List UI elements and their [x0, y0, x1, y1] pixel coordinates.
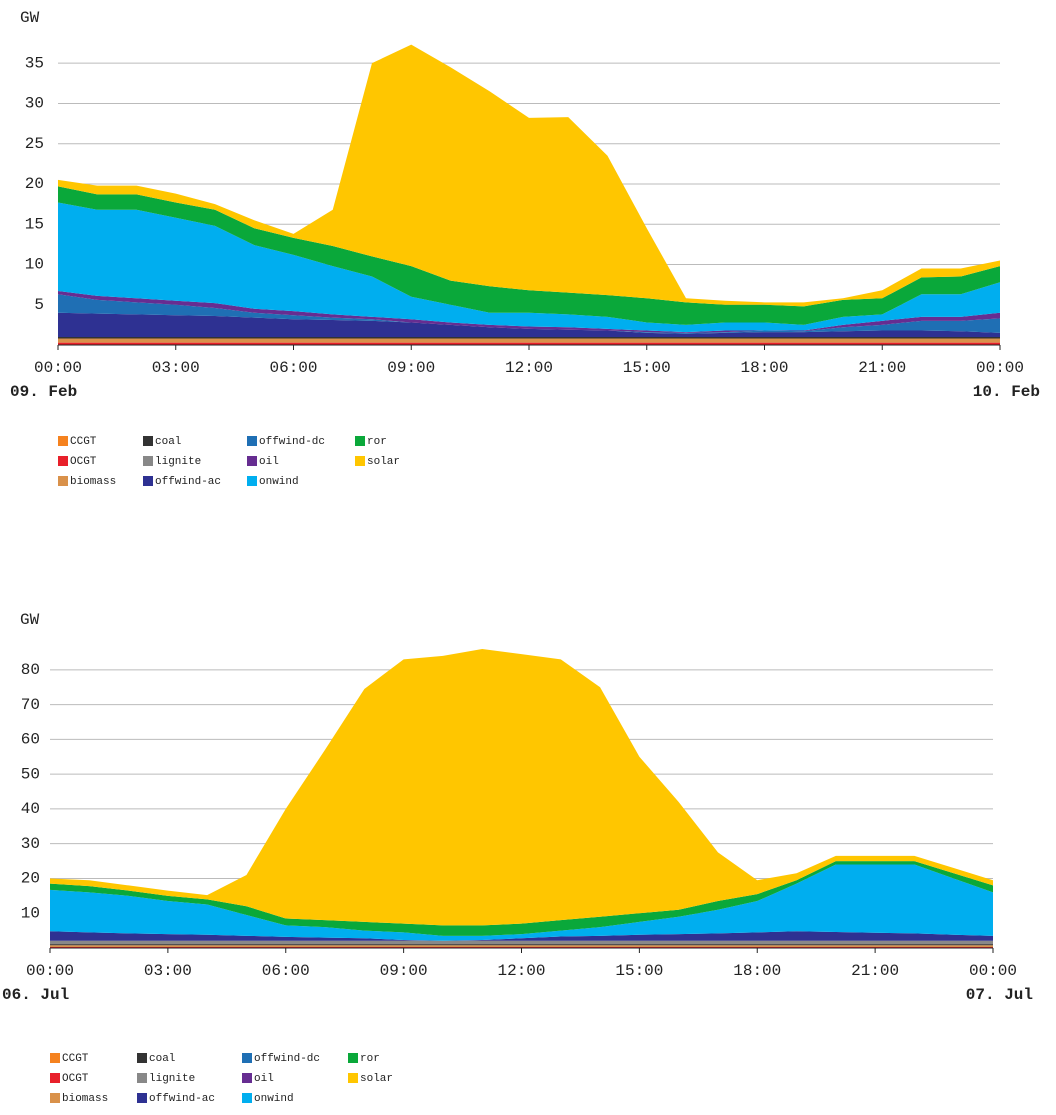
legend-label: ror: [360, 1053, 380, 1065]
legend-label: CCGT: [70, 436, 97, 448]
legend-swatch: [242, 1053, 252, 1063]
legend-label: solar: [367, 456, 400, 468]
x-tick-label: 00:00: [969, 962, 1017, 980]
y-tick-label: 20: [21, 870, 40, 888]
x-tick-label: 09:00: [380, 962, 428, 980]
y-tick-label: 15: [25, 215, 44, 233]
legend-label: lignite: [155, 456, 201, 468]
area: [58, 338, 1000, 343]
legend-swatch: [242, 1093, 252, 1103]
legend-swatch: [355, 456, 365, 466]
legend-swatch: [58, 456, 68, 466]
legend-swatch: [58, 476, 68, 486]
x-tick-label: 18:00: [740, 359, 788, 377]
x-tick-label: 00:00: [34, 359, 82, 377]
area: [50, 944, 993, 946]
y-tick-label: 10: [25, 256, 44, 274]
area: [50, 940, 993, 945]
x-tick-label: 15:00: [615, 962, 663, 980]
x-tick-label: 00:00: [976, 359, 1024, 377]
legend-label: lignite: [149, 1073, 195, 1085]
legend-label: OCGT: [70, 456, 97, 468]
legend-swatch: [50, 1093, 60, 1103]
legend-swatch: [242, 1073, 252, 1083]
legend-swatch: [50, 1073, 60, 1083]
area: [58, 44, 1000, 307]
date-label: 10. Feb: [973, 383, 1040, 401]
legend-swatch: [355, 436, 365, 446]
legend-label: offwind-ac: [155, 476, 221, 488]
legend-swatch: [137, 1053, 147, 1063]
y-tick-label: 30: [21, 835, 40, 853]
y-tick-label: 5: [34, 296, 44, 314]
legend-label: offwind-ac: [149, 1093, 215, 1105]
y-tick-label: 70: [21, 696, 40, 714]
legend-label: CCGT: [62, 1053, 89, 1065]
legend-swatch: [247, 456, 257, 466]
area: [50, 864, 993, 941]
y-tick-label: 40: [21, 800, 40, 818]
x-tick-label: 06:00: [269, 359, 317, 377]
area: [58, 202, 1000, 333]
legend-swatch: [143, 476, 153, 486]
legend-swatch: [143, 456, 153, 466]
date-label: 06. Jul: [2, 986, 69, 1004]
y-tick-label: 25: [25, 135, 44, 153]
legend-swatch: [137, 1073, 147, 1083]
x-tick-label: 00:00: [26, 962, 74, 980]
x-tick-label: 21:00: [858, 359, 906, 377]
x-tick-label: 15:00: [623, 359, 671, 377]
area: [50, 648, 993, 926]
area: [58, 312, 1000, 337]
area: [58, 294, 1000, 334]
legend-label: oil: [259, 456, 279, 468]
legend-label: coal: [149, 1053, 175, 1065]
legend-label: offwind-dc: [259, 436, 325, 448]
legend-label: biomass: [70, 476, 116, 488]
legend-swatch: [137, 1093, 147, 1103]
legend-label: biomass: [62, 1093, 108, 1105]
legend-swatch: [143, 436, 153, 446]
legend-label: onwind: [254, 1093, 294, 1105]
x-tick-label: 18:00: [733, 962, 781, 980]
x-tick-label: 03:00: [144, 962, 192, 980]
legend-swatch: [348, 1073, 358, 1083]
legend-label: coal: [155, 436, 181, 448]
legend-swatch: [58, 436, 68, 446]
x-tick-label: 06:00: [262, 962, 310, 980]
x-tick-label: 03:00: [152, 359, 200, 377]
legend-label: OCGT: [62, 1073, 89, 1085]
legend-swatch: [247, 476, 257, 486]
area: [58, 342, 1000, 345]
y-axis-label: GW: [20, 9, 40, 27]
legend-swatch: [348, 1053, 358, 1063]
date-label: 07. Jul: [966, 986, 1033, 1004]
date-label: 09. Feb: [10, 383, 77, 401]
y-tick-label: 35: [25, 54, 44, 72]
y-tick-label: 80: [21, 661, 40, 679]
y-tick-label: 60: [21, 731, 40, 749]
legend-label: offwind-dc: [254, 1053, 320, 1065]
y-tick-label: 20: [25, 175, 44, 193]
y-tick-label: 30: [25, 95, 44, 113]
y-axis-label: GW: [20, 611, 40, 629]
y-tick-label: 50: [21, 765, 40, 783]
x-tick-label: 12:00: [497, 962, 545, 980]
area: [58, 186, 1000, 325]
x-tick-label: 21:00: [851, 962, 899, 980]
legend-label: onwind: [259, 476, 299, 488]
area: [58, 336, 1000, 339]
legend-swatch: [247, 436, 257, 446]
area: [50, 945, 993, 947]
legend-label: solar: [360, 1073, 393, 1085]
y-tick-label: 10: [21, 904, 40, 922]
legend-swatch: [50, 1053, 60, 1063]
legend-label: ror: [367, 436, 387, 448]
x-tick-label: 09:00: [387, 359, 435, 377]
area: [50, 931, 993, 941]
legend-label: oil: [254, 1073, 274, 1085]
x-tick-label: 12:00: [505, 359, 553, 377]
